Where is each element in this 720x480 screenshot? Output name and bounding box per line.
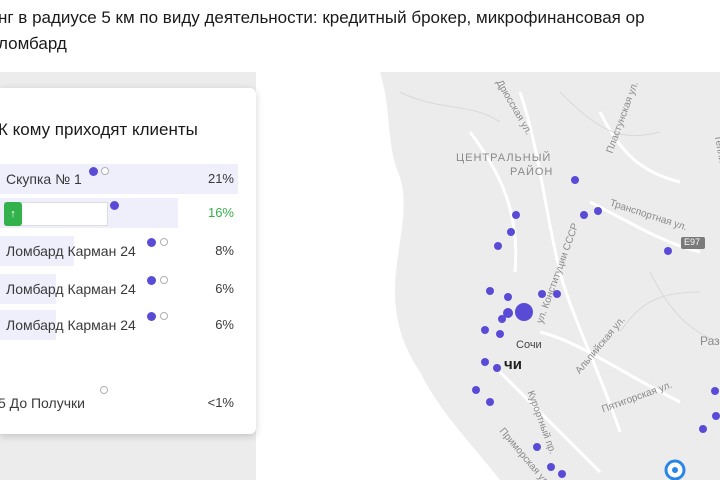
sea-area: [256, 72, 500, 480]
competitor-name: Ломбард Карман 24: [6, 281, 136, 297]
road-main: [518, 91, 622, 433]
route-badge: [681, 237, 705, 249]
share-percent: 6%: [215, 317, 234, 332]
list-item[interactable]: 5 До Получки <1%: [0, 386, 256, 418]
road-4: [498, 370, 602, 474]
verified-icon: [89, 167, 98, 176]
competitor-name: 5 До Получки: [0, 395, 85, 411]
info-icon[interactable]: [160, 238, 168, 246]
map-label-district: РАЙОН: [510, 166, 554, 178]
page-header: нг в радиусе 5 км по виду деятельности: …: [0, 0, 720, 72]
map-label-sochi: Сочи: [516, 339, 542, 351]
panel-title: К кому приходят клиенты: [0, 120, 198, 139]
share-percent: <1%: [207, 395, 234, 410]
map-label-central: ЦЕНТРАЛЬНЫЙ: [456, 152, 552, 164]
road-3: [539, 330, 681, 404]
list-item[interactable]: Ломбард Карман 24 8%: [0, 236, 256, 266]
info-icon[interactable]: [100, 386, 108, 394]
list-item[interactable]: Ломбард Карман 24 6%: [0, 310, 256, 340]
competitor-name: Ломбард Карман 24: [6, 243, 136, 259]
share-percent: 6%: [215, 281, 234, 296]
info-icon[interactable]: [160, 312, 168, 320]
verified-icon: [147, 276, 156, 285]
map-markers: [472, 176, 720, 478]
clients-panel: К кому приходят клиенты Скупка № 1 21% ↑…: [0, 88, 256, 434]
share-bar: [0, 236, 74, 266]
list-item[interactable]: Ломбард Карман 24 6%: [0, 274, 256, 304]
map-canvas: [256, 72, 720, 480]
competitor-name: Скупка № 1: [6, 171, 82, 187]
header-title-line-2: ломбард: [0, 34, 67, 53]
header-title-line-1: нг в радиусе 5 км по виду деятельности: …: [0, 8, 645, 27]
info-icon[interactable]: [101, 167, 109, 175]
verified-icon: [147, 238, 156, 247]
map-label-sochi-bold: чи: [504, 356, 522, 373]
list-item[interactable]: ↑ 16%: [0, 198, 256, 228]
arrow-up-icon[interactable]: ↑: [4, 202, 22, 226]
route-label-e97: E97: [684, 237, 701, 247]
share-percent: 16%: [207, 205, 234, 220]
road-2: [468, 131, 518, 273]
info-icon[interactable]: [160, 276, 168, 284]
verified-icon: [147, 312, 156, 321]
map-label-district-raz: Раз: [700, 334, 720, 348]
share-bar: [0, 164, 238, 194]
share-percent: 21%: [207, 171, 234, 186]
road-5: [598, 111, 681, 184]
competitor-name: Ломбард Карман 24: [6, 317, 136, 333]
share-percent: 8%: [215, 243, 234, 258]
verified-icon: [110, 201, 119, 210]
share-bar: [0, 310, 56, 340]
share-bar: [0, 274, 56, 304]
list-item[interactable]: Скупка № 1 21%: [0, 164, 256, 194]
